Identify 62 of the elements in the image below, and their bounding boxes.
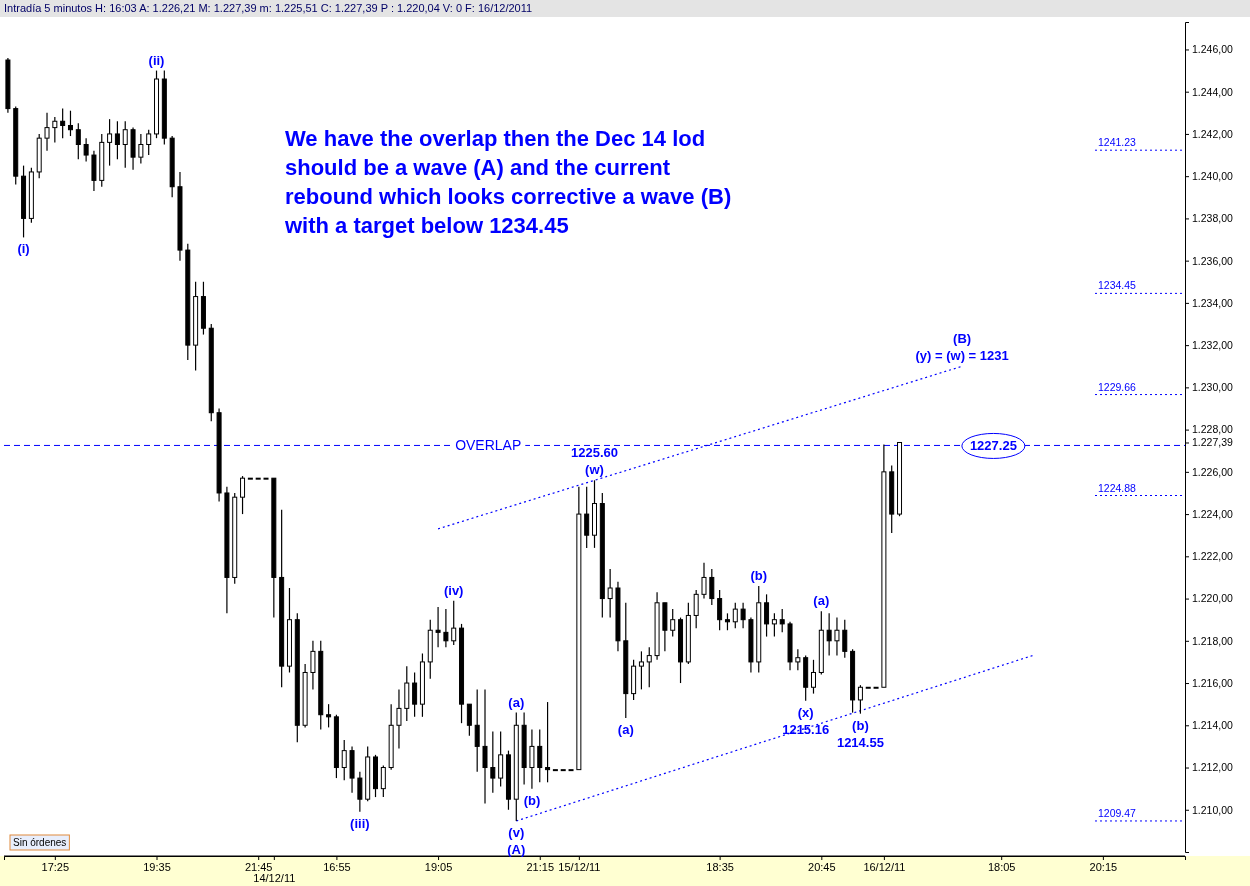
annotation: (v): [508, 824, 525, 840]
y-tick-label: 1.236,00: [1192, 254, 1234, 267]
y-tick-label: 1.214,00: [1192, 719, 1234, 732]
annotation: (w): [585, 462, 604, 478]
y-tick-label: 1.222,00: [1192, 550, 1234, 563]
ref-line-label: 1224.88: [1098, 481, 1137, 494]
annotation: (iv): [443, 582, 464, 598]
y-tick-label: 1.246,00: [1192, 43, 1234, 56]
x-tick-label: 18:35: [706, 860, 734, 873]
annotation: 1215.16: [782, 721, 830, 737]
y-tick-label: 1.240,00: [1192, 170, 1234, 183]
y-tick-label: 1.228,00: [1192, 423, 1234, 436]
annotation: We have the overlap then the Dec 14 lod should be a wave (A) and the current rebound which looks corrective a wave (B) with a target below 1234.45: [284, 126, 732, 238]
annotation: (A): [507, 841, 526, 857]
y-tick-label: 1.244,00: [1192, 85, 1234, 98]
x-tick-label: 19:05: [424, 860, 453, 873]
annotation: (ii): [148, 52, 165, 68]
annotation: (B): [953, 331, 972, 347]
x-tick-label: 17:25: [41, 860, 70, 873]
y-tick-label: 1.212,00: [1192, 761, 1234, 774]
ref-line-label: 1229.66: [1098, 380, 1137, 393]
x-tick-label: 19:35: [143, 860, 171, 873]
x-tick-label: 15/12/11: [558, 860, 601, 873]
annotation: (x): [797, 704, 814, 720]
annotation: (a): [617, 721, 634, 737]
y-tick-label: 1.218,00: [1192, 634, 1234, 647]
y-tick-label: 1.238,00: [1192, 212, 1234, 225]
annotation: 1214.55: [836, 734, 884, 750]
x-tick-label: 18:05: [987, 860, 1016, 873]
ref-line-label: OVERLAP: [455, 437, 522, 454]
chart-title: Intradía 5 minutos H: 16:03 A: 1.226,21 M: 1.227,39 m: 1.225,51 C: 1.227,39 P : 1.220,04 V: 0 F: 16/12/2011: [4, 2, 533, 14]
annotation: (b): [523, 792, 541, 808]
y-tick-label: 1.216,00: [1192, 676, 1234, 689]
annotation: (i): [17, 241, 30, 257]
annotation: (iii): [350, 815, 370, 831]
y-tick-label: 1.234,00: [1192, 296, 1234, 309]
y-tick-label: 1.220,00: [1192, 592, 1234, 605]
x-tick-label: 14/12/11: [253, 871, 296, 884]
x-tick-label: 16/12/11: [863, 860, 906, 873]
y-tick-label: 1.232,00: [1192, 338, 1234, 351]
x-tick-label: 21:15: [526, 860, 555, 873]
x-tick-label: 20:15: [1089, 860, 1118, 873]
annotation: (b): [750, 567, 768, 583]
y-tick-label: 1.226,00: [1192, 465, 1234, 478]
x-tick-label: 20:45: [808, 860, 836, 873]
ref-line-label: 1234.45: [1098, 279, 1137, 292]
y-tick-label: 1.242,00: [1192, 127, 1234, 140]
y-tick-label: 1.230,00: [1192, 381, 1234, 394]
annotation: (y) = (w) = 1231: [915, 348, 1009, 364]
ref-line-label: 1241.23: [1098, 136, 1137, 149]
annotation: (a): [508, 694, 525, 710]
ref-line-label: 1209.47: [1098, 806, 1137, 819]
y-tick-label: 1.227,39: [1192, 436, 1234, 449]
y-tick-label: 1.224,00: [1192, 507, 1234, 520]
x-tick-label: 21:45: [244, 860, 273, 873]
annotation: Sin órdenes: [13, 837, 67, 848]
annotation: 1227.25: [969, 438, 1017, 454]
annotation: (a): [813, 593, 830, 609]
annotation: 1225.60: [571, 445, 618, 461]
y-tick-label: 1.210,00: [1192, 803, 1234, 816]
x-tick-label: 16:55: [323, 860, 351, 873]
annotation: (b): [852, 717, 869, 733]
